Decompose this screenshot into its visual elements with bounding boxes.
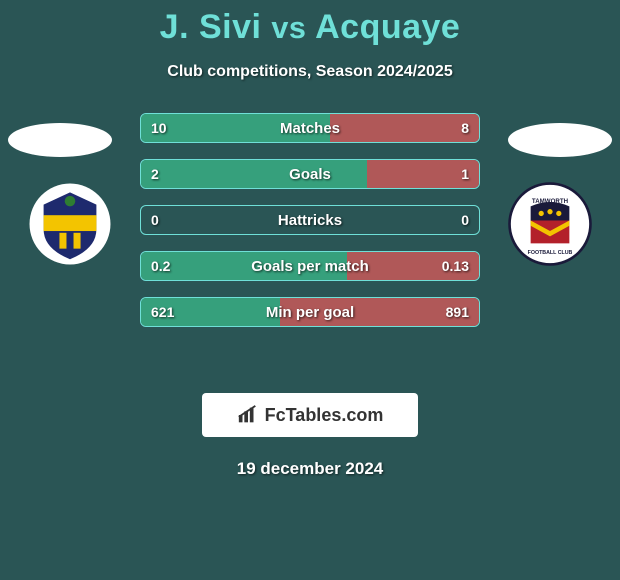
shield-icon <box>26 180 114 268</box>
stat-row: 0Hattricks0 <box>140 205 480 235</box>
vs-text: vs <box>271 11 306 45</box>
stat-value-left: 621 <box>141 304 211 320</box>
stat-value-right: 0.13 <box>409 258 479 274</box>
stat-value-left: 0 <box>141 212 211 228</box>
shield-icon: TAMWORTH FOOTBALL CLUB <box>506 180 594 268</box>
stat-metric: Hattricks <box>211 212 409 229</box>
stat-value-right: 8 <box>409 120 479 136</box>
stat-metric: Matches <box>211 120 409 137</box>
stat-value-left: 2 <box>141 166 211 182</box>
svg-text:FOOTBALL CLUB: FOOTBALL CLUB <box>528 250 573 256</box>
date-text: 19 december 2024 <box>0 459 620 479</box>
stat-metric: Min per goal <box>211 304 409 321</box>
player1-name: J. Sivi <box>160 8 262 46</box>
fctables-logo[interactable]: FcTables.com <box>202 393 418 437</box>
comparison-panel: TAMWORTH FOOTBALL CLUB 10Matches82Goals1… <box>0 113 620 373</box>
stat-value-right: 891 <box>409 304 479 320</box>
branding-text: FcTables.com <box>265 405 384 426</box>
club-crest-right: TAMWORTH FOOTBALL CLUB <box>500 182 600 266</box>
stat-row: 10Matches8 <box>140 113 480 143</box>
stat-value-right: 0 <box>409 212 479 228</box>
stat-row: 2Goals1 <box>140 159 480 189</box>
svg-text:TAMWORTH: TAMWORTH <box>532 198 569 205</box>
stat-value-left: 0.2 <box>141 258 211 274</box>
stat-rows: 10Matches82Goals10Hattricks00.2Goals per… <box>140 113 480 343</box>
stat-metric: Goals per match <box>211 258 409 275</box>
stat-value-right: 1 <box>409 166 479 182</box>
subtitle: Club competitions, Season 2024/2025 <box>0 63 620 81</box>
stat-value-left: 10 <box>141 120 211 136</box>
chart-icon <box>237 404 259 426</box>
player1-photo-placeholder <box>8 123 112 157</box>
stat-row: 621Min per goal891 <box>140 297 480 327</box>
player2-name: Acquaye <box>315 8 460 46</box>
stat-row: 0.2Goals per match0.13 <box>140 251 480 281</box>
stat-metric: Goals <box>211 166 409 183</box>
comparison-title: J. Sivi vs Acquaye <box>0 0 620 47</box>
club-crest-left <box>20 182 120 266</box>
player2-photo-placeholder <box>508 123 612 157</box>
